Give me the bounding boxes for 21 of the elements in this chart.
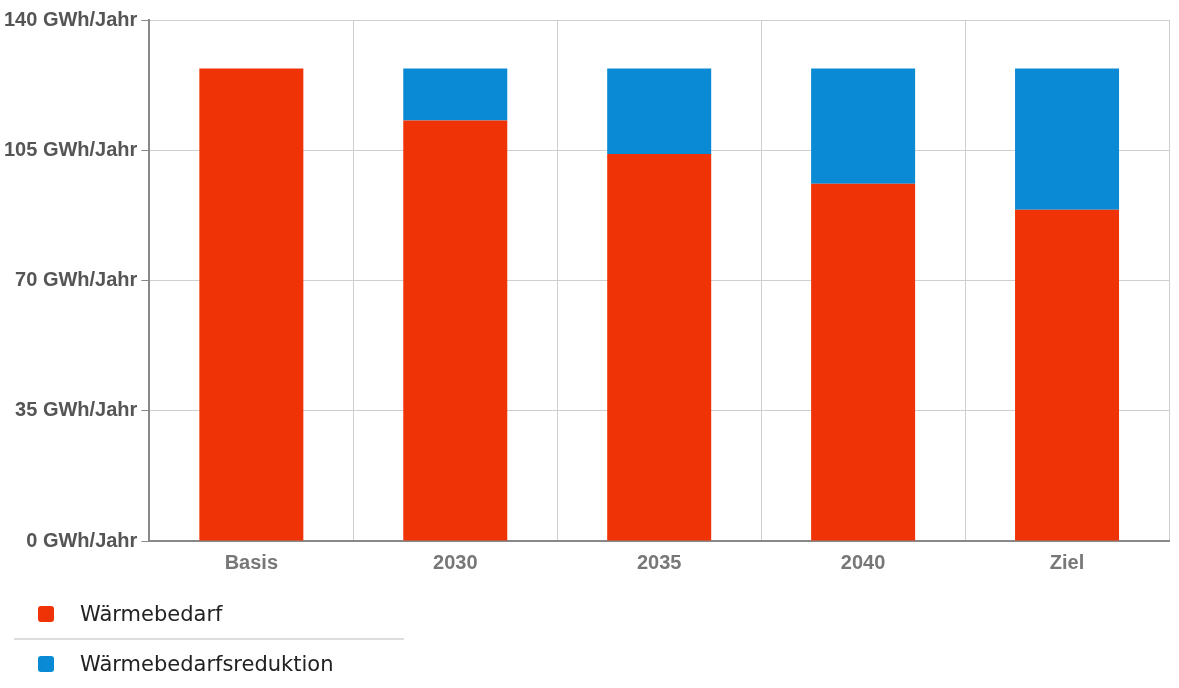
y-tick-label: 35 GWh/Jahr <box>15 398 138 421</box>
legend-label: Wärmebedarfsreduktion <box>80 652 334 676</box>
y-tick-label: 105 GWh/Jahr <box>3 137 138 160</box>
y-tick-label: 140 GWh/Jahr <box>3 7 138 30</box>
bar <box>607 153 712 541</box>
bar <box>403 68 508 121</box>
bar <box>811 183 916 541</box>
legend-label: Wärmebedarf <box>80 602 223 626</box>
bar <box>403 120 508 541</box>
y-tick-label: 0 GWh/Jahr <box>26 528 138 551</box>
x-tick-label: 2035 <box>636 550 682 573</box>
bar <box>811 68 916 184</box>
bar <box>199 68 304 541</box>
y-tick-label: 70 GWh/Jahr <box>15 268 138 291</box>
bar <box>607 68 712 154</box>
x-tick-label: Basis <box>224 550 279 573</box>
bar <box>1015 68 1120 210</box>
bar <box>1015 209 1120 541</box>
x-tick-label: Ziel <box>1049 550 1085 573</box>
x-tick-label: 2040 <box>840 550 886 573</box>
x-tick-label: 2030 <box>433 550 478 573</box>
